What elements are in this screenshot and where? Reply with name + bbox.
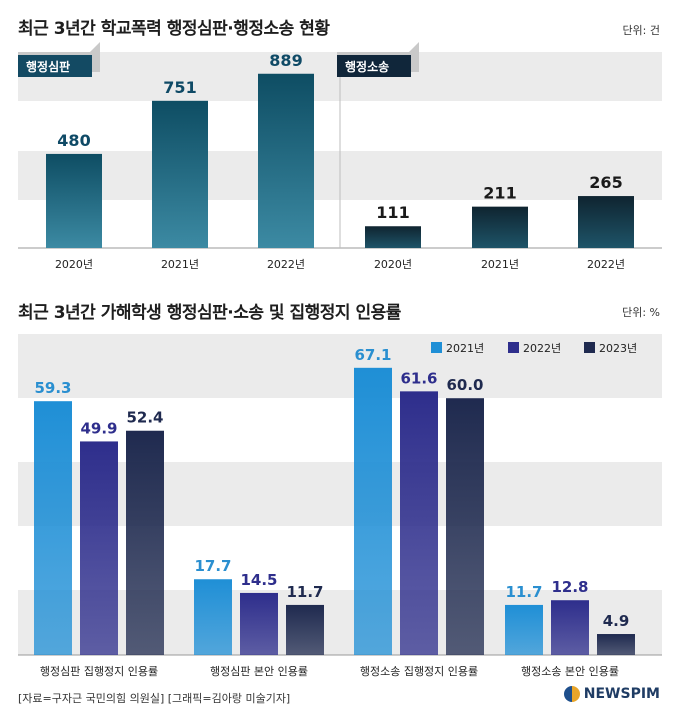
chart2-value-label: 11.7 xyxy=(505,583,542,601)
chart1-value-label: 211 xyxy=(483,184,516,203)
newspim-logo-text: NEWSPIM xyxy=(583,686,660,702)
chart1-bar xyxy=(46,153,102,248)
chart2-value-label: 59.3 xyxy=(34,379,71,397)
chart1-bar xyxy=(578,196,634,248)
chart2-bar xyxy=(354,367,392,655)
chart2-value-label: 49.9 xyxy=(80,419,117,437)
chart1-category-label: 2022년 xyxy=(267,258,305,271)
chart1-value-label: 111 xyxy=(376,203,409,222)
chart1-group-tag: 행정심판 xyxy=(18,42,100,77)
chart2-bar xyxy=(400,391,438,655)
chart1-bar xyxy=(152,100,208,248)
chart1-group-tag: 행정소송 xyxy=(337,42,419,77)
chart2-legend-label: 2021년 xyxy=(446,342,484,355)
chart2-legend-label: 2023년 xyxy=(599,342,637,355)
newspim-logo-icon xyxy=(563,686,580,702)
chart2-legend-item: 2022년 xyxy=(508,342,561,355)
source-credit: [자료=구자근 국민의힘 의원실] [그래픽=김아랑 미술기자] xyxy=(18,692,291,705)
chart1-value-label: 889 xyxy=(269,51,302,70)
chart1-unit: 단위: 건 xyxy=(622,24,660,37)
chart2-bar xyxy=(286,604,324,655)
chart2-bar xyxy=(126,430,164,655)
chart1-title: 최근 3년간 학교폭력 행정심판·행정소송 현황 xyxy=(18,19,330,39)
chart2-value-label: 61.6 xyxy=(400,369,437,387)
chart2-category-label: 행정심판 집행정지 인용률 xyxy=(40,665,158,678)
chart2-bar xyxy=(80,441,118,655)
chart2-category-label: 행정소송 본안 인용률 xyxy=(521,665,619,678)
chart1-group-tag-label: 행정소송 xyxy=(345,59,389,74)
chart2-title: 최근 3년간 가해학생 행정심판·소송 및 집행정지 인용률 xyxy=(18,303,401,323)
chart2-unit: 단위: % xyxy=(622,306,660,319)
chart1-category-label: 2020년 xyxy=(374,258,412,271)
chart2-category-label: 행정소송 집행정지 인용률 xyxy=(360,665,478,678)
chart1-bar xyxy=(258,73,314,248)
chart1-value-label: 751 xyxy=(163,78,196,97)
chart2-value-label: 4.9 xyxy=(603,612,630,630)
chart2-value-label: 67.1 xyxy=(354,346,391,364)
chart2-band xyxy=(18,462,662,526)
chart2-bar xyxy=(240,592,278,655)
chart2-legend-label: 2022년 xyxy=(523,342,561,355)
chart1-group-tag-label: 행정심판 xyxy=(26,59,70,74)
chart2-value-label: 11.7 xyxy=(286,583,323,601)
chart1-category-label: 2022년 xyxy=(587,258,625,271)
chart2-bar xyxy=(446,398,484,655)
chart2-bar xyxy=(194,579,232,655)
chart1-plot: 행정심판 480 2020년 751 2021년 889 2022년 행정소송 111 2020년… xyxy=(18,42,662,271)
chart1-bar xyxy=(472,206,528,248)
chart1-category-label: 2021년 xyxy=(161,258,199,271)
chart2-value-label: 17.7 xyxy=(194,557,231,575)
chart1-bar xyxy=(365,226,421,248)
chart2-bar xyxy=(505,604,543,655)
chart2-bar xyxy=(551,600,589,655)
chart2-value-label: 60.0 xyxy=(446,376,483,394)
chart2-category-label: 행정심판 본안 인용률 xyxy=(210,665,308,678)
chart2-legend-item: 2023년 xyxy=(584,342,637,355)
chart2-band xyxy=(18,334,662,398)
newspim-logo: NEWSPIM xyxy=(563,686,660,702)
chart2-bar xyxy=(34,401,72,655)
chart1-category-label: 2021년 xyxy=(481,258,519,271)
chart1-value-label: 265 xyxy=(589,173,622,192)
chart2-legend-item: 2021년 xyxy=(431,342,484,355)
chart2-bar xyxy=(597,634,635,655)
chart2-value-label: 12.8 xyxy=(551,578,588,596)
chart1-category-label: 2020년 xyxy=(55,258,93,271)
chart2-value-label: 52.4 xyxy=(126,409,163,427)
chart2-value-label: 14.5 xyxy=(240,571,277,589)
chart1-value-label: 480 xyxy=(57,131,90,150)
